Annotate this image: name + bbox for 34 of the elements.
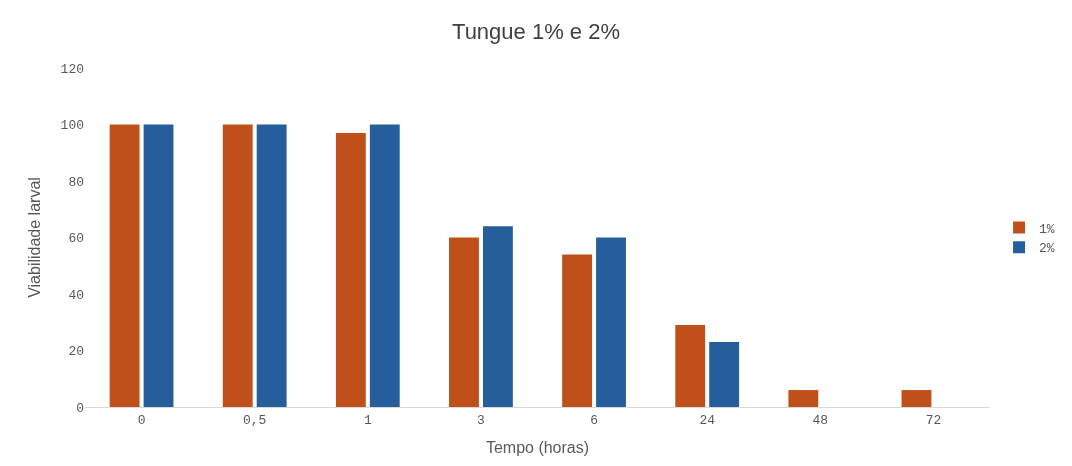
bar xyxy=(901,390,932,407)
chart-title: Tungue 1% e 2% xyxy=(452,18,620,44)
y-tick-label: 20 xyxy=(68,344,84,360)
y-tick-label: 100 xyxy=(60,118,84,134)
x-axis-title: Tempo (horas) xyxy=(485,439,590,457)
bar xyxy=(222,124,253,407)
y-tick-label: 120 xyxy=(60,61,84,77)
bar xyxy=(788,390,819,407)
y-tick-label: 40 xyxy=(68,287,84,303)
y-axis-title: Viabilidade larval xyxy=(26,177,44,298)
y-tick-label: 60 xyxy=(68,231,84,247)
bar xyxy=(143,124,174,407)
x-tick-label: 3 xyxy=(477,412,485,428)
bar xyxy=(709,342,740,407)
x-tick-label: 0,5 xyxy=(242,412,267,428)
bar xyxy=(109,124,140,407)
bar xyxy=(335,132,366,407)
x-tick-label: 0 xyxy=(137,412,146,428)
x-tick-label: 1 xyxy=(363,412,372,428)
legend-label: 2% xyxy=(1039,241,1055,257)
x-tick-label: 48 xyxy=(812,412,829,428)
x-tick-label: 6 xyxy=(590,412,598,428)
bar xyxy=(562,254,593,407)
bar xyxy=(256,124,287,407)
bar xyxy=(596,237,626,407)
bar xyxy=(369,124,400,407)
y-tick-label: 0 xyxy=(76,400,84,416)
legend-label: 1% xyxy=(1039,221,1055,237)
bar xyxy=(675,325,706,407)
x-tick-label: 24 xyxy=(699,412,716,428)
y-tick-label: 80 xyxy=(68,174,84,190)
bar xyxy=(482,226,513,407)
bar xyxy=(449,237,479,407)
x-tick-label: 72 xyxy=(925,412,942,428)
